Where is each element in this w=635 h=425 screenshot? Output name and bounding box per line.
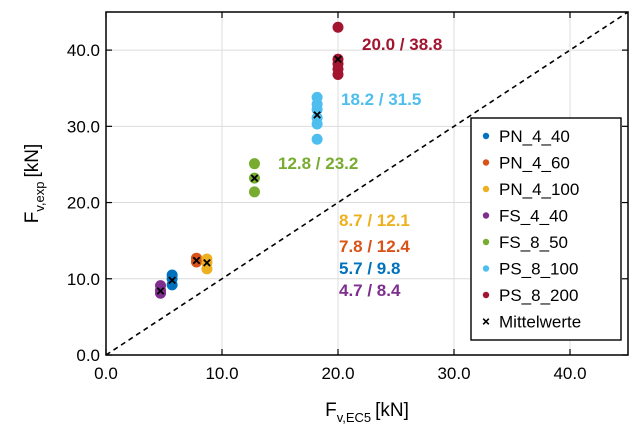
- legend-item: PN_4_60: [482, 154, 570, 173]
- data-point: [332, 21, 344, 33]
- x-tick-label: 10.0: [205, 364, 238, 383]
- plot-frame: [105, 11, 629, 356]
- mean-marker-stroke: [156, 287, 165, 295]
- data-point: [190, 252, 202, 264]
- x-tick-label: 40.0: [553, 364, 586, 383]
- mean-marker: [334, 55, 342, 64]
- legend-marker: [482, 291, 490, 299]
- mean-marker: [250, 174, 259, 183]
- mean-marker-stroke: [250, 174, 259, 183]
- data-point: [166, 269, 178, 281]
- data-point: [201, 253, 213, 265]
- legend-marker: [482, 212, 490, 219]
- y-axis-title-main: F: [22, 212, 43, 224]
- legend-label: PN_4_60: [499, 154, 570, 173]
- legend-label: PS_8_200: [499, 286, 578, 305]
- mean-marker-stroke: [334, 55, 342, 64]
- mean-marker: [156, 287, 165, 295]
- legend-label: Mittelwerte: [499, 313, 581, 332]
- legend-item: PN_4_100: [482, 180, 579, 199]
- annotation-label: 12.8 / 23.2: [278, 154, 358, 173]
- data-point: [311, 91, 323, 103]
- mean-marker: [313, 111, 321, 119]
- y-tick-label: 10.0: [67, 270, 100, 289]
- x-tick-label: 30.0: [437, 364, 470, 383]
- legend-box: [470, 117, 622, 341]
- mean-marker: [192, 256, 201, 265]
- legend-label: FS_8_50: [499, 233, 568, 252]
- y-tick-label: 20.0: [67, 194, 100, 213]
- legend-item: PN_4_40: [482, 127, 570, 146]
- annotations: 20.0 / 38.8 18.2 / 31.5 12.8 / 23.2 8.7 / 1…: [278, 35, 442, 300]
- annotation-label: 18.2 / 31.5: [341, 90, 421, 109]
- y-tick-label: 40.0: [67, 41, 100, 60]
- legend-marker: [482, 132, 490, 140]
- legend-label: PS_8_100: [499, 260, 578, 279]
- y-axis-title: Fv,exp [kN]: [22, 144, 47, 224]
- data-point: [248, 158, 260, 170]
- mean-marker-stroke: [203, 258, 211, 267]
- legend-item: PS_8_100: [482, 260, 578, 279]
- annotation-label: 4.7 / 8.4: [339, 281, 401, 300]
- mean-marker-stroke: [168, 276, 176, 285]
- legend-marker: [482, 159, 490, 166]
- mean-marker-stroke: [313, 111, 321, 119]
- legend-marker: [482, 265, 490, 272]
- legend-label: FS_4_40: [499, 207, 568, 226]
- y-tick-label: 30.0: [67, 117, 100, 136]
- mean-marker: [168, 276, 176, 285]
- data-point: [311, 112, 323, 124]
- annotation-label: 8.7 / 12.1: [339, 211, 410, 230]
- axes: 0.0 10.0 20.0 30.0 40.0 0.0 10.0 20.0 30.0 40.0 Fv…: [22, 11, 629, 425]
- legend-marker-x: [482, 318, 490, 325]
- x-tick-label: 0.0: [94, 364, 118, 383]
- mean-marker-stroke: [192, 256, 201, 265]
- y-axis-title-unit: [kN]: [22, 144, 43, 178]
- annotation-label: 5.7 / 9.8: [339, 259, 400, 278]
- x-axis-title-unit: [kN]: [375, 400, 409, 421]
- data-point: [248, 186, 260, 198]
- x-axis-title-sub: v,EC5: [337, 410, 371, 425]
- x-axis-title-main: F: [325, 400, 337, 421]
- legend: PN_4_40 PN_4_60 PN_4_100 FS_4_40 FS_8_50 PS_8…: [470, 117, 622, 341]
- annotation-label: 20.0 / 38.8: [362, 35, 442, 54]
- data-point: [311, 133, 323, 145]
- x-axis-title: Fv,EC5 [kN]: [325, 400, 409, 425]
- legend-item: PS_8_200: [482, 286, 578, 305]
- mean-marker: [203, 258, 211, 267]
- legend-item: FS_4_40: [482, 207, 568, 226]
- legend-item: Mittelwerte: [482, 313, 581, 332]
- legend-label: PN_4_100: [499, 180, 579, 199]
- x-tick-label: 20.0: [321, 364, 354, 383]
- legend-item: FS_8_50: [482, 233, 568, 252]
- mean-markers: [156, 55, 342, 295]
- y-tick-label: 0.0: [76, 346, 100, 365]
- legend-marker: [482, 185, 490, 193]
- y-axis-title-sub: v,exp: [32, 182, 47, 212]
- legend-label: PN_4_40: [499, 127, 570, 146]
- data-point: [155, 280, 167, 292]
- legend-marker: [482, 238, 490, 246]
- annotation-label: 7.8 / 12.4: [339, 237, 410, 256]
